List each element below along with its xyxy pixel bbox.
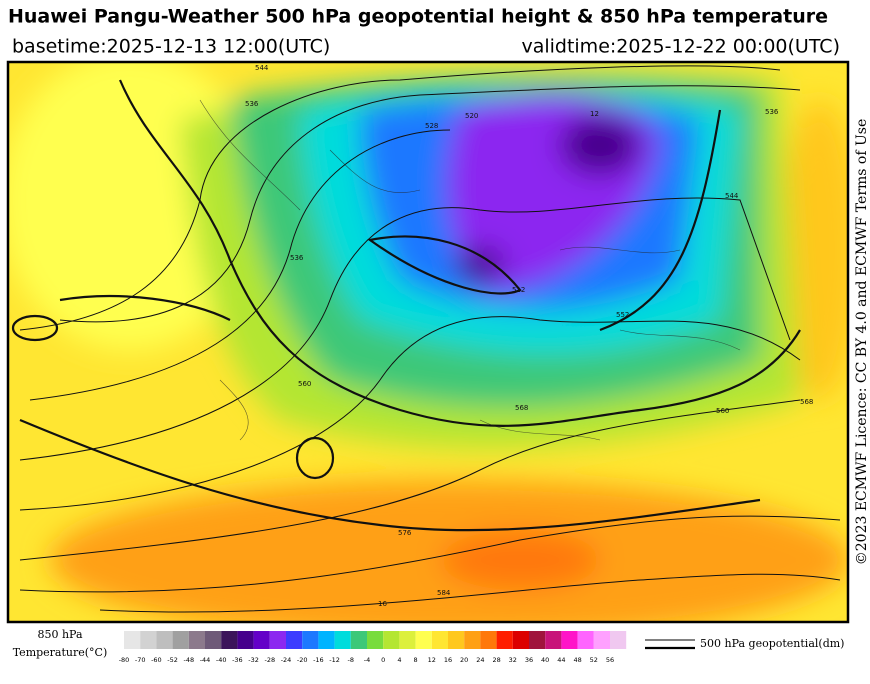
colorbar-label: 850 hPa — [37, 628, 82, 641]
colorbar-swatch — [237, 631, 254, 649]
colorbar-swatch — [399, 631, 416, 649]
colorbar-swatch — [448, 631, 465, 649]
colorbar-tick-label: -48 — [183, 656, 194, 664]
colorbar-tick-label: 24 — [476, 656, 484, 664]
contour-label: 552 — [616, 311, 629, 319]
contour-label: 528 — [425, 122, 438, 130]
contour-label: 16 — [378, 600, 387, 608]
colorbar-tick-label: 12 — [428, 656, 436, 664]
contour-label: 536 — [290, 254, 304, 262]
contour-label: 536 — [245, 100, 259, 108]
colorbar-tick-label: 36 — [525, 656, 533, 664]
colorbar-tick-label: -52 — [167, 656, 178, 664]
colorbar-swatch — [205, 631, 222, 649]
colorbar-swatch — [529, 631, 546, 649]
colorbar-tick-label: 20 — [460, 656, 468, 664]
colorbar-swatch — [561, 631, 578, 649]
colorbar-swatch — [464, 631, 481, 649]
colorbar-swatch — [480, 631, 497, 649]
contour-label: 536 — [765, 108, 779, 116]
title: Huawei Pangu-Weather 500 hPa geopotentia… — [8, 6, 828, 28]
colorbar-swatch — [172, 631, 189, 649]
contour-label: 544 — [725, 192, 739, 200]
colorbar-swatch — [221, 631, 238, 649]
colorbar-swatch — [188, 631, 205, 649]
contour-label: 560 — [716, 407, 729, 415]
basetime: basetime:2025-12-13 12:00(UTC) — [12, 36, 330, 58]
colorbar-tick-label: -36 — [232, 656, 243, 664]
colorbar-swatch — [286, 631, 303, 649]
colorbar-tick-label: -70 — [135, 656, 146, 664]
colorbar-swatch — [577, 631, 594, 649]
colorbar-swatch — [496, 631, 513, 649]
contour-label: 512 — [512, 286, 525, 294]
contour-label: 12 — [590, 110, 599, 118]
colorbar-tick-label: 48 — [573, 656, 581, 664]
contour-label: 568 — [800, 398, 813, 406]
colorbar-tick-label: -4 — [364, 656, 370, 664]
colorbar-tick-label: -16 — [313, 656, 324, 664]
colorbar-swatch — [383, 631, 400, 649]
colorbar-tick-label: 16 — [444, 656, 452, 664]
colorbar-tick-label: 52 — [590, 656, 598, 664]
colorbar-swatch — [140, 631, 157, 649]
colorbar-swatch — [253, 631, 270, 649]
colorbar-tick-label: -12 — [329, 656, 340, 664]
colorbar-swatch — [334, 631, 351, 649]
colorbar-tick-label: 44 — [557, 656, 565, 664]
colorbar-swatch — [415, 631, 432, 649]
validtime: validtime:2025-12-22 00:00(UTC) — [521, 36, 840, 58]
colorbar-swatch — [593, 631, 610, 649]
colorbar-tick-label: -20 — [297, 656, 308, 664]
colorbar-tick-label: 32 — [509, 656, 517, 664]
colorbar-tick-label: 56 — [606, 656, 614, 664]
colorbar-tick-label: 4 — [397, 656, 401, 664]
contour-label: 544 — [255, 64, 269, 72]
colorbar-swatch — [124, 631, 141, 649]
colorbar-swatch — [269, 631, 286, 649]
colorbar-swatch — [512, 631, 529, 649]
colorbar-tick-label: -80 — [119, 656, 130, 664]
colorbar-tick-label: 40 — [541, 656, 549, 664]
colorbar: -80 -70 -60 -52 -48 -44 -40 -36 -32 -28 -24 -20 -16-… — [119, 631, 627, 664]
colorbar-tick-label: 0 — [381, 656, 385, 664]
colorbar-tick-label: -24 — [281, 656, 292, 664]
colorbar-swatch — [302, 631, 319, 649]
colorbar-swatch — [318, 631, 335, 649]
colorbar-tick-label: 8 — [414, 656, 418, 664]
contour-label: 560 — [298, 380, 311, 388]
colorbar-tick-label: -60 — [151, 656, 162, 664]
contour-label: 576 — [398, 529, 412, 537]
colorbar-tick-label: -44 — [200, 656, 211, 664]
contour-label: 584 — [437, 589, 451, 597]
colorbar-tick-label: -28 — [264, 656, 275, 664]
legend-label: 500 hPa geopotential(dm) — [700, 637, 844, 650]
colorbar-swatch — [610, 631, 627, 649]
colorbar-label: Temperature(°C) — [13, 646, 108, 659]
colorbar-swatch — [367, 631, 384, 649]
colorbar-tick-label: -40 — [216, 656, 227, 664]
colorbar-tick-label: -8 — [348, 656, 354, 664]
colorbar-tick-label: 28 — [492, 656, 500, 664]
map: 544 536 528 520 512 536 552 560 568 576 … — [9, 63, 847, 621]
license: ©2023 ECMWF Licence: CC BY 4.0 and ECMWF… — [854, 119, 870, 566]
colorbar-swatch — [350, 631, 367, 649]
contour-label: 520 — [465, 112, 478, 120]
colorbar-swatch — [431, 631, 448, 649]
colorbar-swatch — [545, 631, 562, 649]
contour-label: 568 — [515, 404, 528, 412]
map-frame — [6, 60, 850, 624]
colorbar-tick-label: -32 — [248, 656, 259, 664]
colorbar-swatch — [156, 631, 173, 649]
